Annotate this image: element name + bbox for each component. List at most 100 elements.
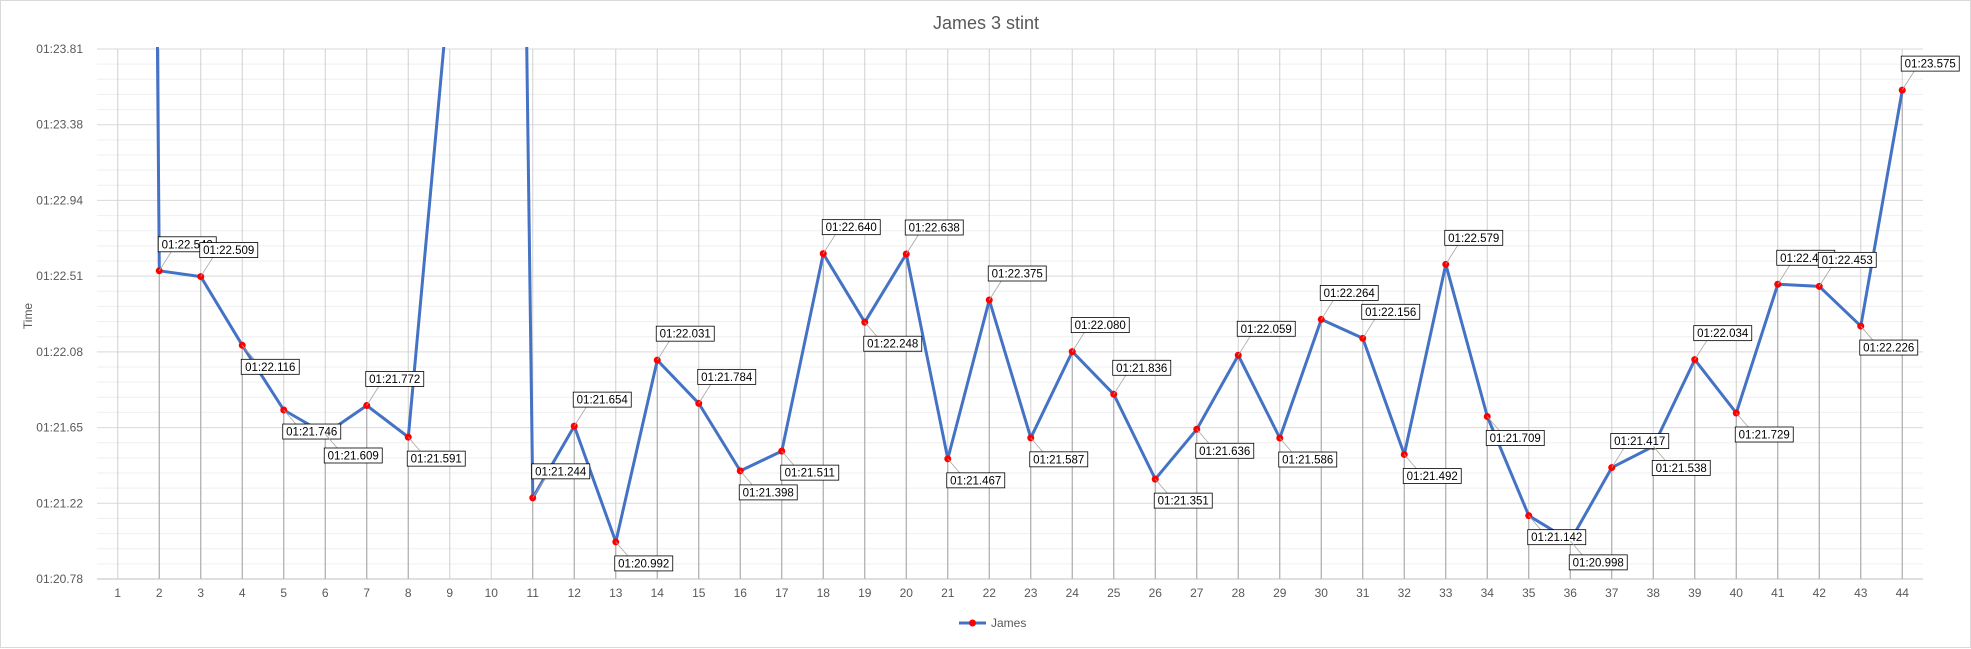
data-label: 01:22.264	[1319, 285, 1379, 320]
data-label: 01:21.609	[323, 433, 383, 464]
data-label-text: 01:21.142	[1531, 532, 1582, 544]
data-label-text: 01:21.467	[950, 475, 1001, 487]
data-label-text: 01:21.746	[286, 427, 337, 439]
x-tick-label: 6	[322, 586, 329, 600]
data-label: 01:20.992	[614, 541, 674, 572]
x-tick-label: 23	[1024, 586, 1038, 600]
data-label-box	[1693, 325, 1753, 342]
leader-line	[158, 251, 172, 272]
data-label-box	[1859, 339, 1919, 356]
x-tick-label: 38	[1647, 586, 1661, 600]
data-label-text: 01:21.398	[743, 487, 794, 499]
leader-line	[573, 406, 587, 427]
legend-marker-swatch	[969, 619, 976, 627]
legend: James	[959, 616, 1026, 630]
data-label-text: 01:22.264	[1324, 288, 1376, 300]
data-label: 01:21.511	[780, 450, 840, 481]
data-label: 01:21.836	[1112, 359, 1172, 395]
data-label: 01:21.587	[1029, 437, 1089, 468]
data-label-box	[821, 219, 881, 236]
x-tick-label: 10	[485, 586, 499, 600]
data-label-box	[1651, 460, 1711, 476]
leader-line	[283, 409, 297, 425]
data-label: 01:22.453	[1817, 251, 1877, 287]
leader-line	[1860, 325, 1874, 341]
data-label-text: 01:21.538	[1656, 463, 1707, 475]
data-label-text: 01:22.059	[1241, 324, 1292, 336]
leader-line	[1735, 412, 1749, 428]
data-label-box	[1278, 451, 1338, 468]
leader-line	[1403, 454, 1417, 469]
data-label-text: 01:21.417	[1614, 436, 1665, 448]
data-label-text: 01:21.772	[369, 374, 420, 386]
data-label-text: 01:21.591	[411, 454, 462, 466]
data-label-box	[572, 391, 632, 408]
x-tick-label: 7	[363, 586, 370, 600]
x-tick-label: 2	[156, 586, 163, 600]
leader-line	[532, 478, 546, 499]
x-tick-label: 4	[239, 586, 246, 600]
data-label-box	[1029, 451, 1089, 468]
x-tick-label: 21	[941, 586, 955, 600]
x-tick-label: 29	[1273, 586, 1287, 600]
x-tick-label: 36	[1564, 586, 1578, 600]
data-label-box	[406, 450, 466, 467]
data-label-text: 01:22.034	[1697, 328, 1749, 340]
data-label-box	[1402, 468, 1462, 484]
x-tick-label: 17	[775, 586, 789, 600]
leader-line	[1652, 446, 1666, 461]
data-label-box	[1319, 285, 1379, 301]
data-label-box	[323, 447, 383, 464]
leader-line	[1528, 515, 1542, 530]
data-label: 01:22.080	[1070, 317, 1130, 352]
data-label: 01:21.772	[365, 371, 425, 406]
data-label: 01:21.729	[1734, 412, 1794, 443]
data-label-text: 01:22.375	[992, 269, 1043, 281]
x-tick-label: 32	[1398, 586, 1412, 600]
data-label-box	[1568, 554, 1628, 571]
data-label-box	[780, 464, 840, 481]
data-label-text: 01:21.351	[1158, 496, 1209, 508]
x-tick-label: 40	[1730, 586, 1744, 600]
data-label-text: 01:21.587	[1033, 454, 1084, 466]
leader-line	[1320, 300, 1334, 320]
leader-line	[200, 257, 214, 277]
x-tick-label: 37	[1605, 586, 1619, 600]
leader-line	[1777, 265, 1791, 285]
data-label: 01:22.031	[655, 325, 715, 361]
data-label: 01:22.248	[863, 321, 923, 352]
x-tick-label: 12	[568, 586, 582, 600]
data-label: 01:22.116	[240, 345, 300, 375]
leader-line	[822, 234, 836, 254]
data-label-box	[1070, 317, 1130, 334]
leader-line	[905, 234, 919, 255]
leader-line	[1279, 437, 1293, 453]
data-label: 01:22.059	[1236, 320, 1296, 356]
x-tick-label: 13	[609, 586, 623, 600]
data-label-text: 01:22.116	[245, 362, 295, 374]
x-tick-label: 20	[900, 586, 914, 600]
y-axis-title: Time	[21, 303, 35, 330]
x-tick-label: 11	[527, 586, 540, 600]
x-tick-label: 35	[1522, 586, 1536, 600]
axes: 01:20.78 01:21.22 01:21.65 01:22.08 01:22.51…	[36, 42, 1923, 600]
data-label-text: 01:22.080	[1075, 320, 1126, 332]
leader-line	[1030, 437, 1044, 453]
data-label-box	[904, 219, 964, 236]
data-label: 01:21.636	[1195, 429, 1255, 459]
data-label-box	[1610, 433, 1670, 449]
data-label-box	[738, 484, 798, 501]
data-label-box	[199, 242, 259, 258]
leader-line	[698, 384, 712, 404]
data-label: 01:22.156	[1361, 303, 1421, 339]
x-tick-label: 22	[983, 586, 997, 600]
x-tick-label: 1	[114, 586, 121, 600]
data-label: 01:22.579	[1444, 229, 1504, 265]
y-tick-label: 01:22.51	[36, 269, 83, 283]
data-label-box	[987, 265, 1047, 282]
data-label-text: 01:21.836	[1116, 363, 1167, 375]
data-label: 01:21.586	[1278, 437, 1338, 468]
data-label-box	[1900, 55, 1960, 72]
data-label-box	[1236, 320, 1296, 337]
